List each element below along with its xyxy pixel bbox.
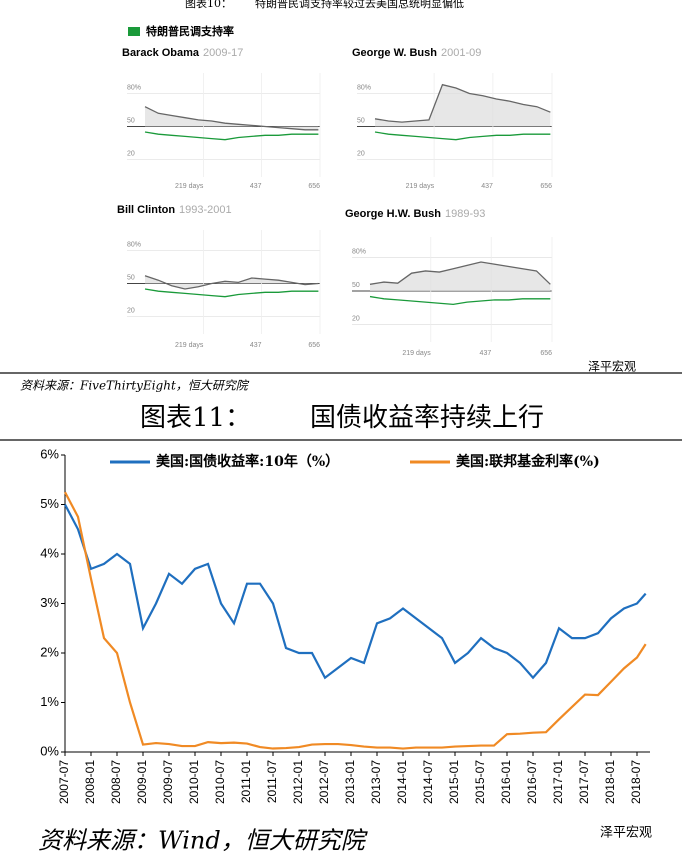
- x-tick-label: 2015-01: [447, 760, 461, 804]
- x-tick-label: 219 days: [402, 350, 431, 357]
- y-tick-label: 50: [127, 117, 135, 124]
- y-tick-label: 20: [357, 150, 365, 157]
- legend-label: 美国:国债收益率:10年（%）: [156, 453, 339, 470]
- series-line: [374, 83, 551, 123]
- x-tick-label: 2016-01: [499, 760, 513, 804]
- x-tick-label: 2012-07: [317, 760, 331, 804]
- x-tick-label: 437: [250, 342, 262, 349]
- x-tick-label: 2011-07: [265, 760, 279, 803]
- x-tick-label: 2013-01: [343, 760, 357, 804]
- series-line: [369, 261, 551, 285]
- y-tick-label: 5%: [40, 496, 59, 511]
- y-tick-label: 50: [127, 274, 135, 281]
- x-tick-label: 2014-01: [395, 760, 409, 804]
- title: George W. Bush: [352, 47, 437, 59]
- subtitle: 2001-09: [441, 47, 481, 59]
- y-tick-label: 4%: [40, 545, 59, 560]
- x-tick-label: 2017-01: [551, 760, 565, 804]
- y-tick-label: 80%: [127, 84, 141, 91]
- y-tick-label: 0%: [40, 743, 59, 758]
- x-tick-label: 219 days: [175, 342, 204, 349]
- chart-title: Barack Obama 2009-17: [122, 47, 243, 59]
- x-tick-label: 2015-07: [473, 760, 487, 804]
- chart-title: George H.W. Bush 1989-93: [345, 208, 485, 220]
- series-line: [144, 106, 319, 131]
- x-tick-label: 656: [540, 350, 552, 357]
- x-tick-label: 2010-01: [187, 760, 201, 804]
- series-line: [64, 503, 647, 680]
- y-tick-label: 20: [127, 307, 135, 314]
- legend-label: 特朗普民调支持率: [146, 24, 234, 38]
- x-tick-label: 2009-07: [161, 760, 175, 804]
- subtitle: 1989-93: [445, 208, 485, 220]
- x-tick-label: 437: [250, 183, 262, 190]
- x-tick-label: 2018-01: [603, 760, 617, 804]
- x-tick-label: 2008-07: [109, 760, 123, 804]
- series-line: [144, 275, 319, 290]
- shade: [375, 84, 551, 127]
- x-tick-label: 437: [481, 183, 493, 190]
- chart-title: Bill Clinton 1993-2001: [117, 204, 232, 216]
- source-note: 资料来源：Wind，恒大研究院: [38, 827, 369, 855]
- x-tick-label: 219 days: [406, 183, 435, 190]
- x-tick-label: 2011-01: [239, 760, 253, 803]
- shade: [370, 262, 551, 291]
- x-tick-label: 656: [540, 183, 552, 190]
- x-tick-label: 2008-01: [83, 760, 97, 804]
- series-line: [369, 295, 551, 306]
- x-tick-label: 2007-07: [57, 760, 71, 804]
- y-tick-label: 3%: [40, 595, 59, 610]
- x-tick-label: 2012-01: [291, 760, 305, 804]
- series-line: [144, 131, 319, 141]
- legend-swatch: [128, 27, 140, 36]
- figure10-caption: 图表10：: [185, 0, 232, 10]
- x-tick-label: 2017-07: [577, 760, 591, 804]
- y-tick-label: 2%: [40, 644, 59, 659]
- y-tick-label: 1%: [40, 694, 59, 709]
- x-tick-label: 2014-07: [421, 760, 435, 804]
- x-tick-label: 656: [308, 342, 320, 349]
- series-line: [144, 288, 319, 298]
- x-tick-label: 437: [480, 350, 492, 357]
- x-tick-label: 219 days: [175, 183, 204, 190]
- chart-title: George W. Bush 2001-09: [352, 47, 481, 59]
- legend-label: 美国:联邦基金利率(%): [456, 453, 600, 470]
- y-tick-label: 50: [352, 282, 360, 289]
- x-tick-label: 2013-07: [369, 760, 383, 804]
- subtitle: 2009-17: [203, 47, 243, 59]
- subtitle: 1993-2001: [179, 204, 232, 216]
- y-tick-label: 80%: [352, 248, 366, 255]
- series-line: [374, 131, 551, 141]
- figure11-title: 国债收益率持续上行: [310, 403, 544, 433]
- series-line: [64, 491, 647, 750]
- y-tick-label: 20: [127, 150, 135, 157]
- x-tick-label: 2010-07: [213, 760, 227, 804]
- figure11-caption: 图表11：: [140, 403, 251, 433]
- title: George H.W. Bush: [345, 208, 441, 220]
- x-tick-label: 2018-07: [629, 760, 643, 804]
- y-tick-label: 80%: [127, 241, 141, 248]
- y-tick-label: 6%: [40, 446, 59, 461]
- x-tick-label: 2016-07: [525, 760, 539, 804]
- x-tick-label: 2009-01: [135, 760, 149, 804]
- x-tick-label: 656: [308, 183, 320, 190]
- figure10-title: 特朗普民调支持率较过去美国总统明显偏低: [255, 0, 464, 10]
- watermark: 泽平宏观: [588, 359, 636, 374]
- y-tick-label: 50: [357, 117, 365, 124]
- title: Bill Clinton: [117, 204, 175, 216]
- figure10-panel: [0, 0, 682, 372]
- shade: [145, 106, 319, 130]
- y-tick-label: 20: [352, 315, 360, 322]
- source-note: 资料来源：FiveThirtyEight，恒大研究院: [20, 379, 250, 393]
- y-tick-label: 80%: [357, 84, 371, 91]
- watermark: 泽平宏观: [600, 826, 652, 841]
- title: Barack Obama: [122, 47, 200, 59]
